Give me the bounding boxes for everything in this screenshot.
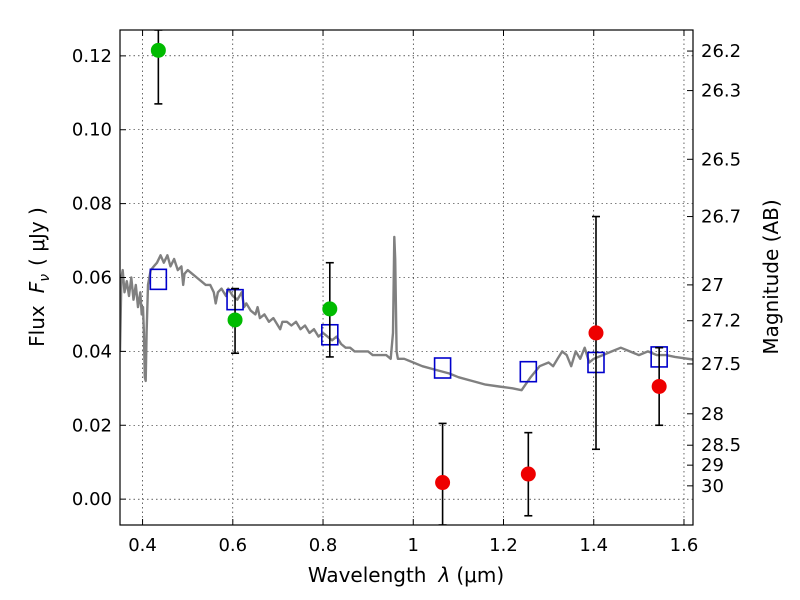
x-tick-label: 1.6: [670, 535, 699, 556]
y-tick-label: 0.02: [72, 415, 112, 436]
y-tick-label: 0.04: [72, 341, 112, 362]
y-tick-label: 0.00: [72, 489, 112, 510]
data-point: [435, 475, 451, 491]
data-point: [227, 312, 243, 328]
model-photometry-square: [519, 360, 538, 383]
plot-area: [120, 30, 693, 525]
x-tick-label: 1.2: [489, 535, 518, 556]
x-tick-label: 0.4: [128, 535, 157, 556]
model-photometry-square: [149, 268, 168, 291]
y2-tick-label: 28.5: [701, 435, 741, 456]
data-point: [150, 42, 166, 58]
model-photometry-square: [433, 357, 452, 379]
y2-tick-label: 26.5: [701, 149, 741, 170]
x-tick-label: 1: [408, 535, 419, 556]
x-tick-label: 0.8: [309, 535, 338, 556]
data-point: [520, 466, 536, 482]
y2-tick-label: 27.2: [701, 311, 741, 332]
data-point: [651, 378, 667, 394]
x-tick-label: 1.4: [579, 535, 608, 556]
y2-tick-label: 27.5: [701, 354, 741, 375]
y2-axis-label: Magnitude (AB): [759, 199, 783, 354]
model-spectrum-line: [120, 235, 693, 392]
y2-tick-label: 26.7: [701, 207, 741, 228]
data-point: [322, 301, 338, 317]
y2-tick-label: 30: [701, 476, 724, 497]
y-tick-label: 0.06: [72, 268, 112, 289]
y2-tick-label: 28: [701, 404, 724, 425]
grid-lines: [120, 30, 693, 525]
x-tick-label: 0.6: [218, 535, 247, 556]
y-tick-label: 0.10: [72, 120, 112, 141]
y2-tick-label: 26.2: [701, 41, 741, 62]
y2-tick-label: 26.3: [701, 81, 741, 102]
y2-tick-label: 29: [701, 455, 724, 476]
y-tick-label: 0.08: [72, 194, 112, 215]
data-point: [588, 325, 604, 341]
y2-tick-label: 27: [701, 275, 724, 296]
x-axis-label: Wavelength λ (μm): [308, 563, 504, 587]
y-axis-label: FluxFν( μJy ): [25, 207, 53, 347]
axis-ticks: [120, 30, 693, 525]
y-tick-label: 0.12: [72, 46, 112, 67]
